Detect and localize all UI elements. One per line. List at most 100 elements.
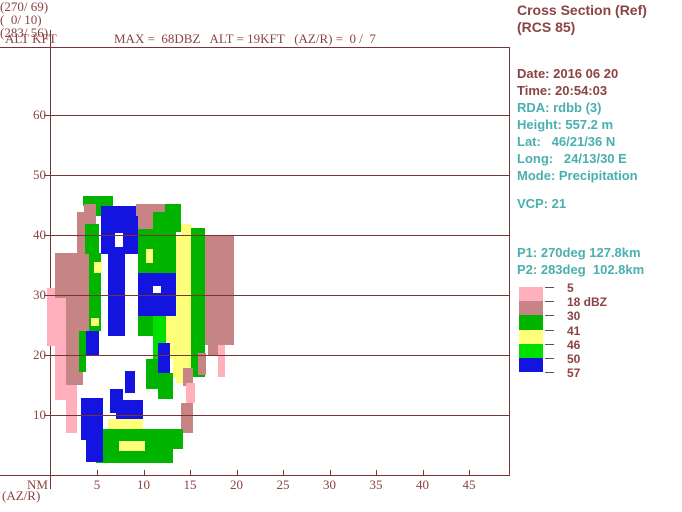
x-tick-label: 30: [323, 477, 336, 492]
x-tick-label: 25: [276, 477, 290, 492]
echo-cell: [85, 440, 103, 462]
plot-frame-bottom: [0, 475, 510, 476]
echo-cell: [165, 316, 176, 359]
echo-cell: [137, 273, 176, 316]
panel-title-line2: (RCS 85): [517, 19, 576, 35]
echo-cell: [152, 286, 161, 293]
plot-header: MAX = 68DBZ ALT = 19KFT (AZ/R) = 0 / 7: [114, 31, 376, 46]
x-axis-unit-label: NM: [27, 477, 48, 492]
echo-cell: [93, 262, 102, 273]
gridline: [44, 295, 509, 296]
p1-row: P1: 270deg 127.8km: [517, 245, 641, 260]
echo-cell: [80, 398, 103, 440]
echo-cell: [114, 233, 123, 247]
x-tick: [422, 470, 424, 475]
echo-cell: [90, 318, 99, 326]
y-tick-label: 10: [33, 407, 46, 422]
info-row: Time: 20:54:03: [517, 83, 608, 98]
p2-row: P2: 283deg 102.8km: [517, 262, 645, 277]
legend-tick-label: 46: [567, 337, 581, 352]
x-tick: [376, 470, 377, 475]
echo-cell: [180, 403, 193, 433]
vcp-row: VCP: 21: [517, 196, 567, 211]
x-tick: [283, 470, 284, 475]
legend-tick-label: 41: [567, 323, 581, 338]
x-tick: [143, 470, 145, 475]
legend-tick: [545, 372, 554, 374]
echo-cell: [172, 359, 183, 378]
plot-y-axis-line: [50, 30, 51, 489]
info-row: RDA: rdbb (3): [517, 100, 602, 115]
legend-swatch: [519, 329, 543, 344]
echo-cell: [65, 298, 78, 385]
legend-tick: [545, 315, 554, 317]
x-sub-tick-label: (270/ 69): [0, 0, 49, 14]
echo-cell: [204, 235, 234, 345]
gridline: [44, 415, 509, 416]
echo-cell: [185, 383, 195, 403]
gridline: [44, 355, 509, 356]
echo-cell: [157, 373, 173, 399]
echo-cell: [190, 228, 205, 377]
echo-cell: [65, 385, 77, 433]
x-tick-label: 40: [416, 477, 429, 492]
legend-tick: [545, 358, 554, 359]
y-tick-label: 60: [33, 107, 46, 122]
axis-labels-layer: 10 20 30 40 50 60 5 10 15 20 25 30 35 40 45 (270/ 69)( …: [0, 0, 476, 491]
echo-cell: [207, 345, 218, 355]
echo-cell: [54, 253, 77, 298]
plot-frame-top: [0, 47, 510, 48]
x-tick: [190, 470, 191, 475]
x-tick-label: 5: [93, 477, 101, 492]
echo-cell: [118, 441, 145, 451]
x-tick: [97, 470, 98, 475]
echo-cell: [175, 235, 191, 383]
echo-cell: [152, 212, 181, 232]
echo-cell: [54, 298, 66, 400]
echo-cell: [217, 345, 225, 377]
echo-cell: [137, 214, 153, 229]
echo-cell: [46, 288, 55, 346]
legend-tick: [545, 301, 554, 303]
info-row: Long: 24/13/30 E: [517, 151, 627, 166]
echo-cell: [78, 331, 86, 372]
x-tick-label: 45: [462, 477, 476, 492]
echo-cell: [197, 353, 206, 375]
echo-cell: [157, 343, 170, 373]
echo-cell: [95, 449, 173, 463]
x-tick-label: 20: [230, 477, 243, 492]
echo-cell: [115, 400, 143, 420]
info-row: Lat: 46/21/36 N: [517, 134, 616, 149]
echo-cell: [137, 316, 153, 336]
legend-tick-label: 57: [567, 366, 581, 381]
legend-tick-label: 18 dBZ: [567, 295, 608, 310]
x-tick-label: 15: [183, 477, 197, 492]
echo-cell: [85, 331, 99, 356]
x-tick-label: 35: [369, 477, 383, 492]
legend-tick: [545, 287, 554, 288]
echo-cell: [124, 371, 135, 393]
legend-swatch: [519, 287, 543, 302]
echo-cell: [182, 368, 193, 386]
legend-swatch: [519, 301, 543, 316]
legend-swatch: [519, 358, 543, 373]
panel-title-line1: Cross Section (Ref): [517, 2, 647, 18]
x-sub-tick-label: ( 0/ 10): [0, 12, 42, 27]
echo-cell: [107, 419, 143, 429]
y-tick-label: 30: [33, 287, 46, 302]
echo-cell: [137, 229, 176, 273]
echo-cell: [84, 224, 99, 254]
echo-cell: [145, 249, 153, 263]
info-row: Date: 2016 06 20: [517, 66, 619, 81]
y-tick-label: 50: [33, 167, 46, 182]
info-row: Mode: Precipitation: [517, 168, 638, 183]
x-axis-sub-label: (AZ/R): [2, 488, 41, 503]
x-tick: [469, 470, 470, 475]
x-sub-tick-label: (283/ 56): [0, 25, 49, 40]
legend-swatch: [519, 343, 543, 358]
legend-tick-label: 50: [567, 352, 581, 366]
legend-tick: [545, 329, 554, 331]
x-tick-label: 10: [137, 477, 150, 492]
y-tick-label: 40: [33, 227, 46, 242]
echo-cell: [87, 429, 183, 449]
